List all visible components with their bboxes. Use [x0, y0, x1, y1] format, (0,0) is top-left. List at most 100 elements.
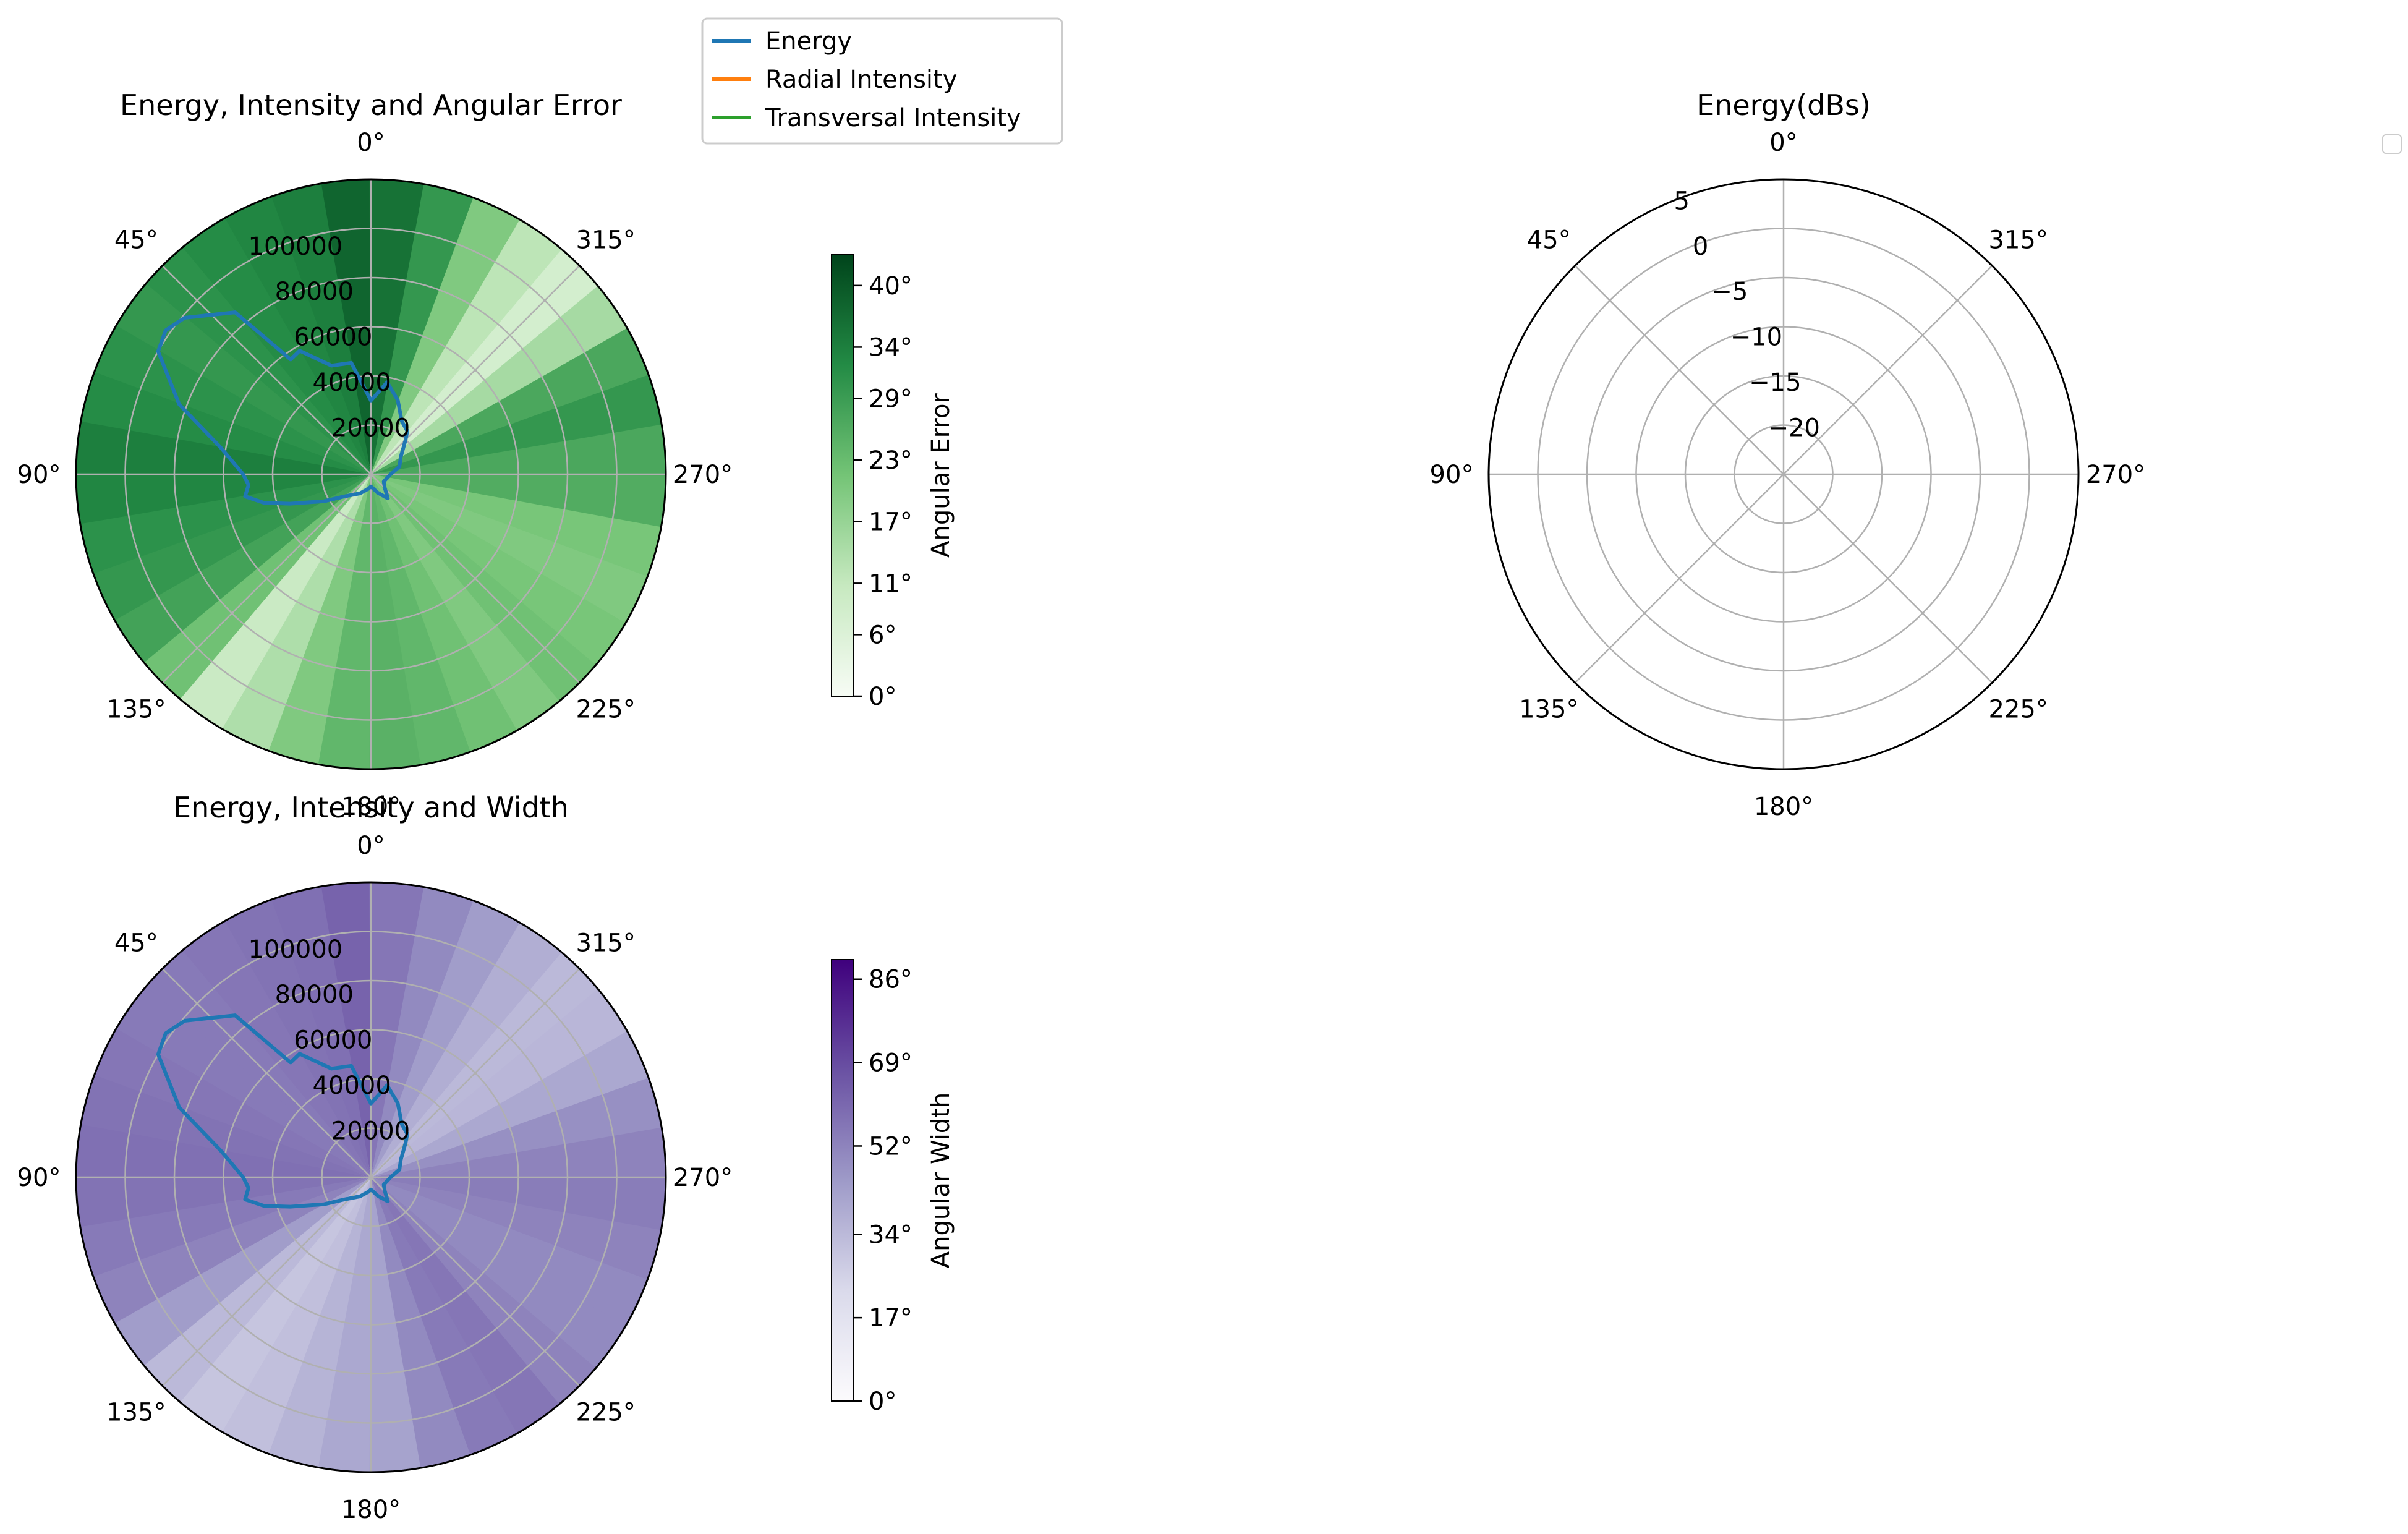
polar-grid	[76, 179, 666, 769]
grid-spoke	[161, 968, 372, 1178]
angle-tick-label: 0°	[1769, 129, 1797, 157]
angle-tick-label: 180°	[341, 1496, 401, 1524]
heatmap-sector	[371, 984, 630, 1177]
angle-tick-label: 90°	[17, 461, 61, 489]
heatmap-sectors	[76, 882, 666, 1472]
angle-tick-label: 180°	[1754, 793, 1813, 821]
heatmap-sector	[371, 474, 564, 733]
heatmap-sector	[371, 1026, 652, 1177]
angle-tick-label: 0°	[357, 832, 385, 860]
heatmap-sector	[112, 474, 371, 667]
energy-line	[156, 1013, 409, 1209]
heatmap-sector	[371, 215, 564, 474]
heatmap-sector	[90, 1177, 372, 1328]
polar-frame	[1487, 178, 2080, 770]
heatmap-sector	[371, 194, 522, 474]
heatmap-sector	[267, 1177, 371, 1472]
angle-tick-label: 45°	[114, 929, 158, 957]
empty-legend-box	[2382, 134, 2402, 154]
heatmap-sector	[371, 474, 475, 769]
angle-tick-label: 270°	[673, 461, 733, 489]
heatmap-sector	[371, 1073, 665, 1177]
heatmap-sector	[317, 1177, 373, 1472]
plot-title: Energy(dBs)	[1696, 88, 1871, 122]
angle-tick-labels: 0° 45° 90° 135° 180° 225° 270° 315°	[17, 832, 733, 1524]
radial-tick-label: 20000	[331, 1117, 410, 1146]
polar-frame	[75, 178, 667, 770]
radial-tick-label: 60000	[294, 1026, 372, 1055]
radial-tick-label: 80000	[275, 981, 354, 1009]
colorbar-tick-label: 17°	[869, 1304, 913, 1332]
heatmap-sector	[371, 1177, 652, 1328]
heatmap-sector	[178, 1177, 371, 1436]
angle-tick-label: 45°	[114, 226, 158, 254]
heatmap-sector	[369, 179, 425, 474]
plot-energy-dbs: Energy(dBs) −20 −15 −10 −505 0° 45° 90° 135° 18…	[1430, 88, 2146, 821]
radial-tick-label: −15	[1749, 369, 1801, 397]
heatmap-sector	[112, 984, 371, 1177]
heatmap-sector	[371, 472, 666, 528]
angle-tick-label: 135°	[1519, 696, 1578, 724]
heatmap-sector	[371, 474, 652, 625]
radial-tick-label: 20000	[331, 414, 410, 443]
colorbar-tick-label: 34°	[869, 1221, 913, 1249]
polar-grid	[1487, 178, 2080, 770]
heatmap-sector	[77, 370, 371, 474]
figure-legend: Energy Radial Intensity Transversal Intens…	[701, 17, 1063, 145]
colorbar-ticks: 0° 17° 34° 52° 69° 86°	[854, 966, 913, 1416]
grid-spoke	[370, 474, 581, 684]
angle-tick-label: 45°	[1527, 226, 1571, 254]
heatmap-sector	[267, 180, 371, 474]
plot-title: Energy, Intensity and Width	[173, 791, 569, 824]
angle-tick-label: 315°	[576, 226, 636, 254]
heatmap-sector	[371, 1177, 665, 1281]
legend-frame	[701, 17, 1063, 145]
legend-label: Energy	[765, 27, 852, 56]
heatmap-sector	[220, 897, 371, 1177]
radial-tick-label: 100000	[249, 935, 343, 964]
heatmap-sector	[371, 1177, 475, 1472]
radial-tick-label: −5	[1711, 278, 1748, 306]
colorbar-label: Angular Width	[927, 1093, 955, 1268]
angle-tick-label: 225°	[576, 696, 636, 724]
heatmap-sector	[371, 281, 630, 474]
angle-tick-label: 90°	[17, 1164, 61, 1192]
grid-spoke	[1783, 474, 1993, 684]
heatmap-sector	[371, 1175, 666, 1231]
angle-tick-label: 270°	[2086, 461, 2145, 489]
angle-tick-label: 315°	[1989, 226, 2048, 254]
plot-angular-width: Energy, Intensity and Width 20000 40000 60…	[17, 791, 733, 1524]
heatmap-sector	[267, 474, 371, 769]
grid-spoke	[161, 265, 372, 475]
radial-tick-label: 60000	[294, 323, 372, 352]
colorbar-ticks: 0° 6° 11° 17° 23° 29° 34° 40°	[854, 272, 913, 711]
heatmap-sector	[220, 474, 371, 755]
angle-tick-label: 90°	[1430, 461, 1474, 489]
colorbar-angular-error: 0° 6° 11° 17° 23° 29° 34° 40° Angular Error	[831, 254, 955, 711]
colorbar-tick-label: 17°	[869, 508, 913, 537]
grid-spoke	[161, 1177, 372, 1387]
radial-tick-label: 5	[1674, 187, 1689, 215]
radial-tick-labels: 20000 40000 60000 80000 100000	[249, 935, 411, 1146]
radial-tick-label: 40000	[313, 369, 391, 397]
radial-tick-labels: −20 −15 −10 −505	[1674, 187, 1820, 442]
heatmap-sector	[371, 1177, 564, 1436]
heatmap-sector	[371, 1177, 630, 1370]
colorbar-gradient	[831, 254, 854, 697]
heatmap-sector	[90, 474, 372, 625]
legend-label: Radial Intensity	[765, 66, 957, 94]
angle-tick-labels: 0° 45° 90° 135° 180° 225° 270° 315°	[1430, 129, 2146, 821]
colorbar-label: Angular Error	[927, 393, 955, 558]
radial-tick-label: −20	[1768, 414, 1820, 443]
heatmap-sector	[77, 1177, 371, 1281]
heatmap-sector	[371, 474, 665, 578]
colorbar-tick-label: 86°	[869, 966, 913, 994]
colorbar-tick-label: 40°	[869, 272, 913, 300]
colorbar-tick-label: 0°	[869, 683, 896, 711]
heatmap-sector	[220, 194, 371, 474]
heatmap-sector	[371, 323, 652, 474]
heatmap-sector	[371, 474, 522, 755]
polar-grid	[76, 882, 666, 1472]
grid-spoke	[1574, 474, 1784, 684]
